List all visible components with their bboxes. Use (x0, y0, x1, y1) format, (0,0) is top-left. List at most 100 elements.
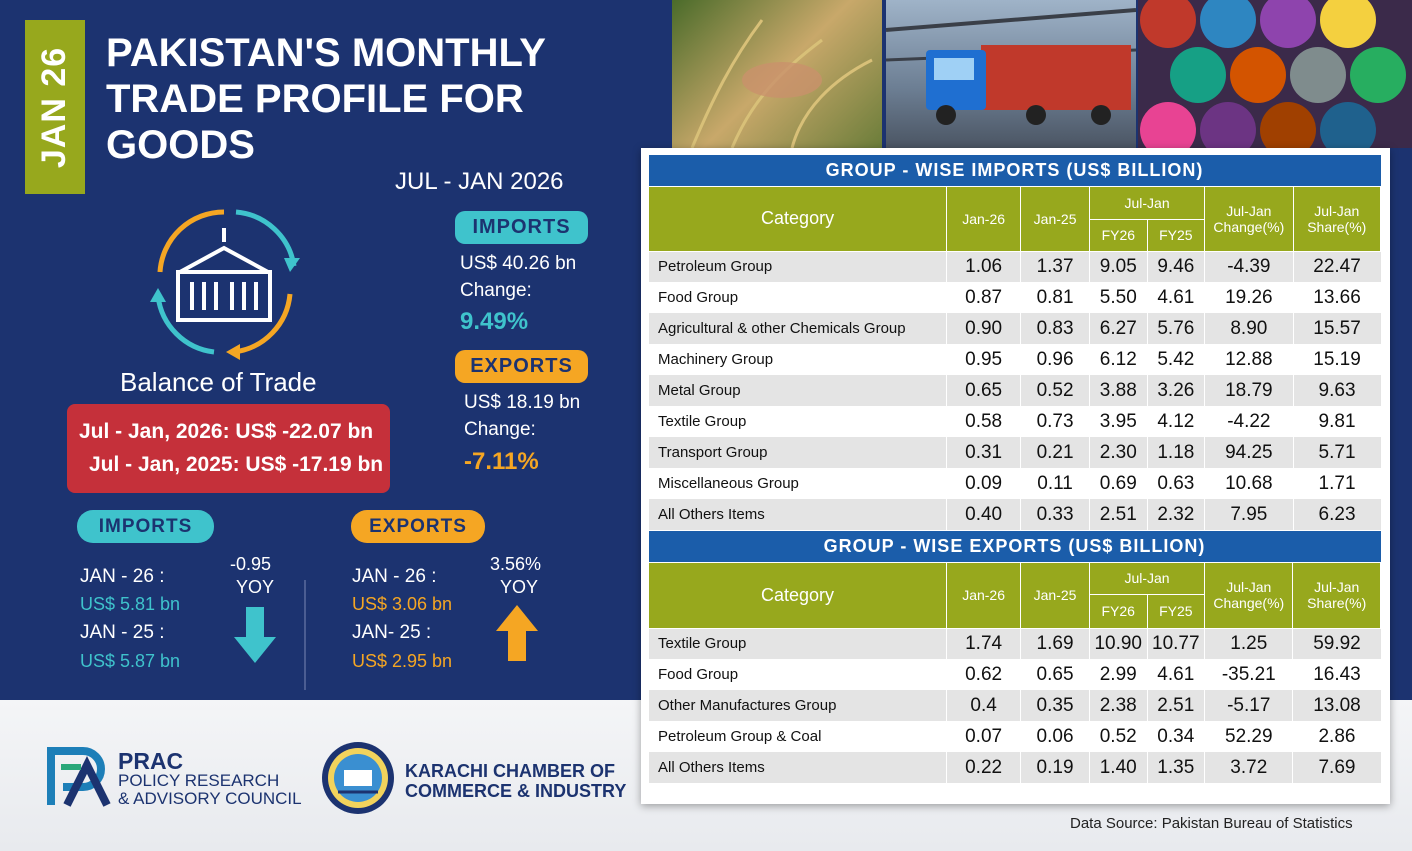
imports-cell-fy25: 4.61 (1146, 282, 1205, 313)
imports-cell-share: 6.23 (1292, 499, 1381, 530)
imports-cell-share: 22.47 (1292, 251, 1381, 282)
imports-col-jan26: Jan-26 (946, 185, 1022, 252)
exports-cell-jan25: 0.06 (1020, 721, 1090, 752)
exports-cell-category: Other Manufactures Group (647, 690, 947, 721)
balance-2026: Jul - Jan, 2026: US$ -22.07 bn (79, 420, 374, 443)
imports-jan26-value: US$ 5.81 bn (80, 594, 181, 614)
period-label: JUL - JAN 2026 (395, 168, 564, 195)
imports-cell-category: Metal Group (647, 375, 947, 406)
exports-cell-jan26: 0.07 (946, 721, 1021, 752)
exports-cell-jan25: 0.19 (1020, 752, 1090, 783)
exports-row: Textile Group 1.74 1.69 10.90 10.77 1.25 59.92 (647, 628, 1381, 659)
imports-cell-share: 5.71 (1292, 437, 1381, 468)
exports-jan25-value: US$ 2.95 bn (352, 651, 453, 671)
exports-cell-share: 59.92 (1292, 628, 1381, 659)
imports-cell-share: 9.81 (1292, 406, 1381, 437)
imports-row: Textile Group 0.58 0.73 3.95 4.12 -4.22 9.81 (647, 406, 1381, 437)
date-tag-text: JAN 26 (35, 46, 74, 168)
exports-cell-jan25: 1.69 (1020, 628, 1090, 659)
exports-cell-fy26: 2.99 (1088, 659, 1148, 690)
kcci-line-2: COMMERCE & INDUSTRY (405, 781, 627, 801)
exports-cell-share: 16.43 (1292, 659, 1381, 690)
monthly-exports-badge: EXPORTS (351, 510, 485, 543)
imports-cell-jan25: 0.73 (1020, 406, 1090, 437)
imports-col-fy25: FY25 (1146, 218, 1206, 252)
prac-line-1: POLICY RESEARCH (118, 771, 280, 790)
imports-col-juljan: Jul-Jan (1089, 185, 1206, 220)
imports-cell-category: Miscellaneous Group (647, 468, 947, 499)
exports-col-change: Jul-Jan Change(%) (1204, 561, 1294, 629)
imports-row: Transport Group 0.31 0.21 2.30 1.18 94.25 5.71 (647, 437, 1381, 468)
exports-row: All Others Items 0.22 0.19 1.40 1.35 3.72 7.69 (647, 752, 1381, 783)
exports-cell-jan25: 0.35 (1020, 690, 1090, 721)
imports-cell-fy26: 5.50 (1089, 282, 1148, 313)
imports-cell-change: 18.79 (1204, 375, 1294, 406)
exports-cell-jan26: 1.74 (946, 628, 1021, 659)
imports-row: Petroleum Group 1.06 1.37 9.05 9.46 -4.39 22.4… (647, 251, 1381, 282)
balance-2025: Jul - Jan, 2025: US$ -17.19 bn (89, 453, 384, 476)
imports-row: Food Group 0.87 0.81 5.50 4.61 19.26 13.66 (647, 282, 1381, 313)
exports-cell-fy25: 4.61 (1146, 659, 1205, 690)
prac-logo-icon (47, 745, 111, 812)
imports-cell-share: 15.57 (1292, 313, 1381, 344)
imports-cell-jan25: 0.81 (1020, 282, 1090, 313)
exports-yoy-value: 3.56% (490, 554, 542, 574)
imports-yoy-value: -0.95 (230, 554, 272, 574)
exports-table-body: Textile Group 1.74 1.69 10.90 10.77 1.25 59.92… (647, 628, 1381, 783)
imports-cell-fy25: 9.46 (1146, 251, 1205, 282)
kcci-seal-icon (320, 740, 396, 821)
imports-total: US$ 40.26 bn (460, 253, 577, 274)
imports-row: Agricultural & other Chemicals Group 0.90… (647, 313, 1381, 344)
imports-yoy-label: YOY (236, 577, 275, 597)
imports-cell-fy25: 1.18 (1146, 437, 1205, 468)
imports-cell-change: 12.88 (1204, 344, 1294, 375)
title-line-3: GOODS (106, 123, 255, 167)
exports-cell-fy26: 2.38 (1088, 690, 1148, 721)
imports-row: All Others Items 0.40 0.33 2.51 2.32 7.95 6.23 (647, 499, 1381, 530)
imports-cell-fy26: 2.51 (1089, 499, 1148, 530)
exports-cell-category: All Others Items (647, 752, 947, 783)
imports-cell-jan26: 0.31 (946, 437, 1021, 468)
exports-cell-change: 1.25 (1204, 628, 1293, 659)
imports-cell-change: 7.95 (1204, 499, 1294, 530)
exports-col-jan25: Jan-25 (1020, 561, 1090, 629)
page-title: PAKISTAN'S MONTHLY TRADE PROFILE FOR GOO… (106, 30, 606, 168)
exports-cell-change: 52.29 (1204, 721, 1293, 752)
imports-change-label: Change: (460, 280, 532, 301)
exports-cell-change: 3.72 (1204, 752, 1293, 783)
kcci-line-1: KARACHI CHAMBER OF (405, 761, 615, 781)
imports-cell-jan26: 0.87 (946, 282, 1021, 313)
imports-cell-category: Textile Group (647, 406, 947, 437)
exports-cell-category: Food Group (647, 659, 947, 690)
exports-cell-fy25: 10.77 (1146, 628, 1205, 659)
exports-total: US$ 18.19 bn (464, 392, 581, 413)
imports-cell-category: Machinery Group (647, 344, 947, 375)
imports-cell-jan25: 0.96 (1020, 344, 1090, 375)
imports-change-value: 9.49% (460, 308, 529, 335)
imports-table-title: GROUP - WISE IMPORTS (US$ BILLION) (648, 155, 1381, 186)
exports-cell-share: 2.86 (1292, 721, 1381, 752)
exports-cell-fy26: 1.40 (1088, 752, 1148, 783)
textile-rolls-photo (1138, 0, 1412, 148)
imports-cell-jan26: 0.40 (946, 499, 1021, 530)
exports-col-jan26: Jan-26 (946, 561, 1022, 629)
exports-jan26-label: JAN - 26 : (352, 566, 437, 587)
monthly-imports-badge: IMPORTS (77, 510, 214, 543)
imports-cell-jan25: 0.52 (1020, 375, 1090, 406)
balance-of-trade-label: Balance of Trade (120, 367, 317, 397)
exports-cell-fy25: 2.51 (1146, 690, 1205, 721)
imports-cell-share: 1.71 (1292, 468, 1381, 499)
imports-table: GROUP - WISE IMPORTS (US$ BILLION) Categ… (647, 155, 1382, 530)
rice-photo (672, 0, 882, 148)
exports-col-category: Category (647, 561, 948, 629)
imports-cell-jan25: 0.33 (1020, 499, 1090, 530)
exports-table: GROUP - WISE EXPORTS (US$ BILLION) Categ… (647, 531, 1381, 783)
imports-cell-share: 15.19 (1292, 344, 1381, 375)
imports-summary-badge: IMPORTS (455, 211, 588, 244)
imports-cell-change: 8.90 (1204, 313, 1294, 344)
title-line-1: PAKISTAN'S MONTHLY (106, 31, 546, 75)
exports-cell-fy25: 0.34 (1146, 721, 1205, 752)
prac-name: PRAC (118, 748, 184, 774)
imports-cell-jan26: 0.65 (946, 375, 1021, 406)
exports-cell-category: Petroleum Group & Coal (647, 721, 947, 752)
